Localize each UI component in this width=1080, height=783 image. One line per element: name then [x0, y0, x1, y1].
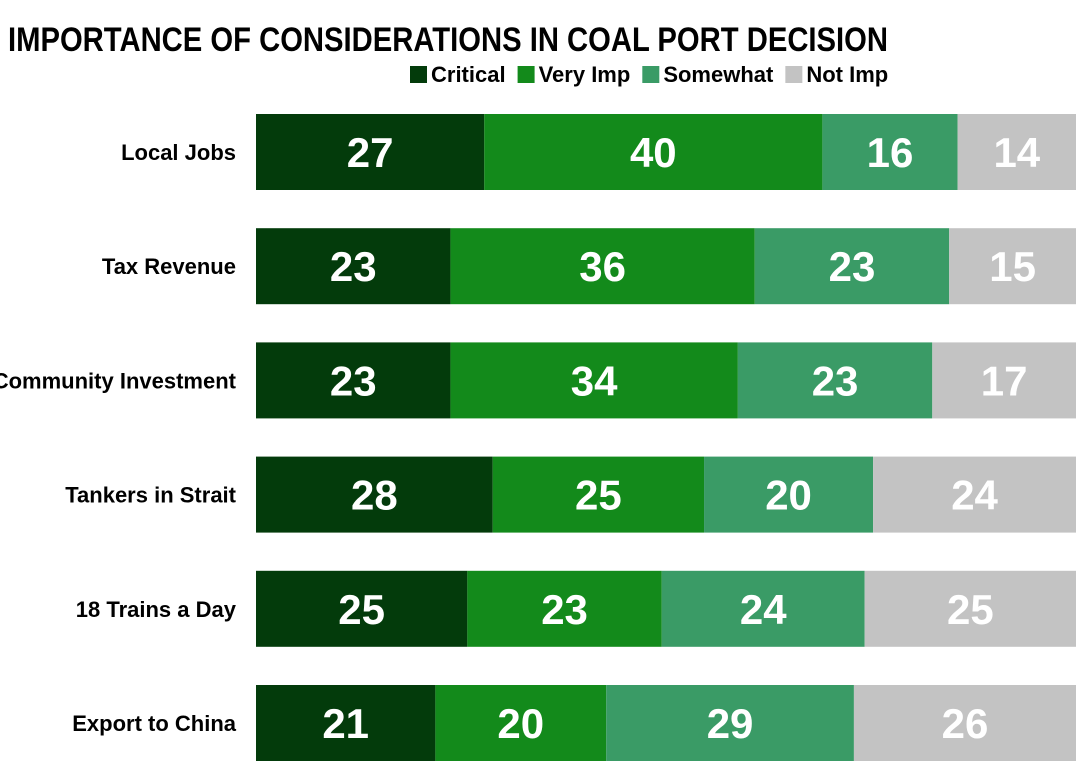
bar-tax-revenue-critical [256, 228, 451, 305]
data-label-tax-revenue-somewhat: 23 [829, 243, 876, 290]
bar-community-investment-somewhat [737, 342, 933, 419]
bar-18-trains-a-day-not-imp [864, 570, 1076, 647]
bar-local-jobs-critical [256, 114, 485, 190]
category-label-18-trains-a-day: 18 Trains a Day [76, 597, 237, 622]
bar-18-trains-a-day-critical [256, 570, 468, 647]
data-label-export-to-china-very-imp: 20 [497, 700, 544, 747]
bar-local-jobs-very-imp [484, 114, 823, 190]
data-label-community-investment-very-imp: 34 [571, 357, 618, 404]
data-label-tankers-in-strait-somewhat: 20 [765, 472, 812, 519]
data-label-community-investment-critical: 23 [330, 357, 377, 404]
bar-export-to-china-very-imp [435, 685, 607, 761]
legend-swatch-very-imp [517, 66, 535, 83]
data-label-tax-revenue-not-imp: 15 [989, 243, 1036, 290]
bar-18-trains-a-day-very-imp [467, 570, 662, 647]
legend-label-not-imp: Not Imp [806, 62, 888, 87]
bar-community-investment-very-imp [450, 342, 738, 419]
bar-local-jobs-not-imp [957, 114, 1076, 190]
data-label-export-to-china-critical: 21 [322, 700, 369, 747]
legend: Critical Very Imp Somewhat Not Imp [410, 62, 888, 87]
data-label-18-trains-a-day-critical: 25 [338, 586, 385, 633]
category-label-local-jobs: Local Jobs [121, 140, 236, 165]
category-labels: Local Jobs Tax Revenue Community Investmen… [0, 140, 237, 736]
bar-export-to-china-not-imp [853, 685, 1076, 761]
data-label-18-trains-a-day-very-imp: 23 [541, 586, 588, 633]
legend-swatch-critical [410, 66, 427, 83]
data-label-local-jobs-not-imp: 14 [993, 129, 1040, 176]
legend-label-very-imp: Very Imp [539, 62, 631, 87]
data-label-tankers-in-strait-critical: 28 [351, 472, 398, 519]
bar-tankers-in-strait-critical [256, 456, 493, 533]
legend-label-somewhat: Somewhat [663, 62, 774, 87]
bar-export-to-china-critical [256, 685, 436, 761]
bar-tax-revenue-somewhat [754, 228, 950, 305]
data-label-tankers-in-strait-not-imp: 24 [951, 472, 998, 519]
bar-community-investment-not-imp [932, 342, 1076, 419]
legend-swatch-not-imp [785, 66, 803, 83]
data-label-community-investment-somewhat: 23 [812, 357, 859, 404]
bar-tax-revenue-very-imp [450, 228, 755, 305]
bar-tankers-in-strait-not-imp [873, 456, 1076, 533]
data-label-18-trains-a-day-not-imp: 25 [947, 586, 994, 633]
data-label-local-jobs-very-imp: 40 [630, 129, 677, 176]
category-label-community-investment: Community Investment [0, 368, 237, 393]
data-label-community-investment-not-imp: 17 [981, 357, 1028, 404]
category-label-tax-revenue: Tax Revenue [102, 254, 236, 279]
data-label-tax-revenue-very-imp: 36 [579, 243, 626, 290]
bar-tax-revenue-not-imp [949, 228, 1076, 305]
data-label-tax-revenue-critical: 23 [330, 243, 377, 290]
data-label-export-to-china-not-imp: 26 [942, 700, 989, 747]
category-label-tankers-in-strait: Tankers in Strait [65, 483, 236, 508]
data-label-local-jobs-critical: 27 [347, 129, 394, 176]
bar-tankers-in-strait-very-imp [492, 456, 705, 533]
data-label-tankers-in-strait-very-imp: 25 [575, 472, 622, 519]
bar-tankers-in-strait-somewhat [704, 456, 874, 533]
data-label-local-jobs-somewhat: 16 [867, 129, 914, 176]
bar-export-to-china-somewhat [606, 685, 854, 761]
data-label-18-trains-a-day-somewhat: 24 [740, 586, 787, 633]
bar-18-trains-a-day-somewhat [661, 570, 865, 647]
legend-label-critical: Critical [431, 62, 506, 87]
bar-local-jobs-somewhat [822, 114, 958, 190]
legend-swatch-somewhat [642, 66, 660, 83]
category-label-export-to-china: Export to China [72, 711, 237, 736]
bars: 27 40 16 14 23 36 23 15 23 34 23 17 28 25 20 24 25 23 24 25… [256, 114, 1076, 761]
data-label-export-to-china-somewhat: 29 [707, 700, 754, 747]
chart-title: IMPORTANCE OF CONSIDERATIONS IN COAL POR… [8, 21, 888, 59]
bar-community-investment-critical [256, 342, 451, 419]
